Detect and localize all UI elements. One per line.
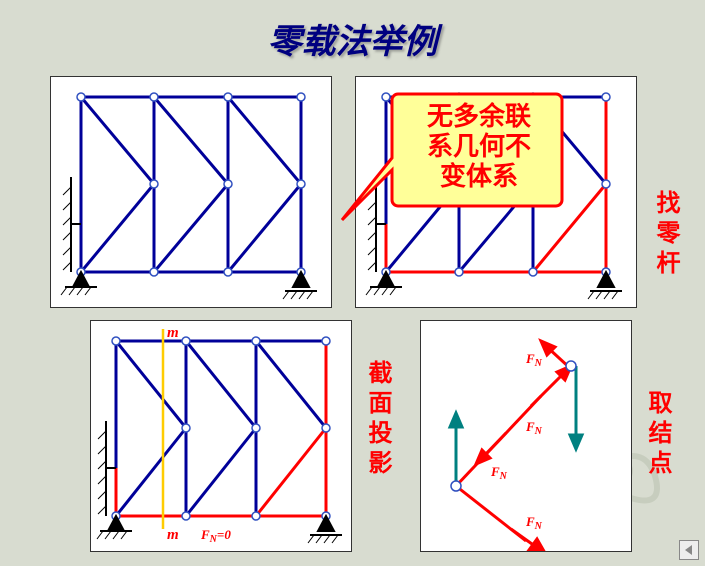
section-m-top: m xyxy=(167,325,179,341)
label-section-proj: 截面投影 xyxy=(360,360,395,480)
nav-prev-button[interactable] xyxy=(679,540,699,560)
page-title: 零载法举例 xyxy=(268,14,438,63)
callout-geometric-system: 无多余联 系几何不 变体系 xyxy=(332,90,572,230)
fn-3: FN xyxy=(490,464,508,482)
fn-zero-label: FN=0 xyxy=(200,527,231,545)
callout-line1: 无多余联 xyxy=(427,102,531,131)
fn-2: FN xyxy=(525,419,543,437)
callout-line2: 系几何不 xyxy=(427,132,531,161)
section-m-bot: m xyxy=(167,527,179,543)
callout-line3: 变体系 xyxy=(440,162,518,191)
panel-section: m m FN=0 xyxy=(90,320,352,552)
panel-original-truss xyxy=(50,76,332,308)
fn-1: FN xyxy=(525,351,543,369)
panel-joint: FN FN FN FN xyxy=(420,320,632,552)
label-find-zero-bar: 找零杆 xyxy=(648,190,683,280)
label-take-joint: 取结点 xyxy=(640,390,675,480)
fn-4: FN xyxy=(525,514,543,532)
